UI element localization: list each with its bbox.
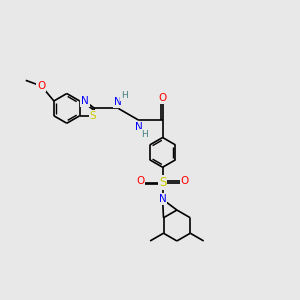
Text: S: S bbox=[89, 111, 96, 121]
Text: O: O bbox=[136, 176, 145, 186]
Text: O: O bbox=[181, 176, 189, 186]
Text: H: H bbox=[122, 91, 128, 100]
Text: H: H bbox=[141, 130, 148, 139]
Text: O: O bbox=[158, 93, 167, 103]
Text: N: N bbox=[135, 122, 143, 132]
Text: N: N bbox=[159, 194, 167, 204]
Text: N: N bbox=[81, 96, 89, 106]
Text: S: S bbox=[159, 176, 166, 189]
Text: O: O bbox=[37, 81, 46, 91]
Text: N: N bbox=[114, 97, 122, 107]
